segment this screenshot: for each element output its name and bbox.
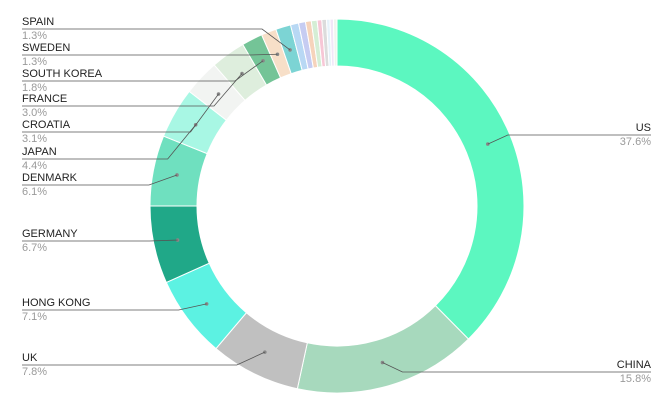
- label-sweden: SWEDEN: [22, 42, 70, 54]
- leader-line-japan: [22, 124, 196, 160]
- percent-south-korea: 1.8%: [22, 82, 47, 94]
- label-croatia: CROATIA: [22, 119, 71, 131]
- leader-dot-uk: [263, 350, 267, 354]
- percent-france: 3.0%: [22, 107, 47, 119]
- label-germany: GERMANY: [22, 228, 78, 240]
- percent-spain: 1.3%: [22, 30, 47, 42]
- label-japan: JAPAN: [22, 146, 57, 158]
- leader-line-sweden: [22, 53, 278, 56]
- percent-croatia: 3.1%: [22, 133, 47, 145]
- leader-line-germany: [22, 239, 178, 242]
- percent-china: 15.8%: [620, 373, 651, 385]
- leader-line-uk: [22, 351, 265, 366]
- percent-us: 37.6%: [620, 136, 651, 148]
- leader-line-denmark: [22, 174, 178, 186]
- chart-slices: [149, 18, 525, 394]
- slice-us[interactable]: [336, 18, 525, 340]
- percent-hong-kong: 7.1%: [22, 311, 47, 323]
- label-south-korea: SOUTH KOREA: [22, 68, 103, 80]
- leader-line-france: [22, 73, 243, 107]
- leader-line-hong-kong: [22, 303, 207, 311]
- percent-germany: 6.7%: [22, 242, 47, 254]
- label-uk: UK: [22, 352, 38, 364]
- label-denmark: DENMARK: [22, 172, 78, 184]
- slice-minor-20[interactable]: [332, 18, 338, 67]
- leader-line-spain: [22, 28, 291, 51]
- slice-china[interactable]: [296, 304, 470, 394]
- leader-line-south-korea: [22, 60, 264, 82]
- percent-denmark: 6.1%: [22, 186, 47, 198]
- percent-sweden: 1.3%: [22, 56, 47, 68]
- label-spain: SPAIN: [22, 16, 54, 28]
- percent-uk: 7.8%: [22, 366, 47, 378]
- leader-line-us: [487, 134, 651, 145]
- leader-line-china: [382, 362, 651, 373]
- chart-labels: US 37.6% CHINA 15.8% UK 7.8% HONG KONG 7.1% GERM…: [22, 16, 652, 385]
- label-china: CHINA: [617, 359, 652, 371]
- label-france: FRANCE: [22, 93, 67, 105]
- label-hong-kong: HONG KONG: [22, 297, 90, 309]
- percent-japan: 4.4%: [22, 160, 47, 172]
- label-us: US: [636, 122, 651, 134]
- leader-line-croatia: [22, 93, 219, 133]
